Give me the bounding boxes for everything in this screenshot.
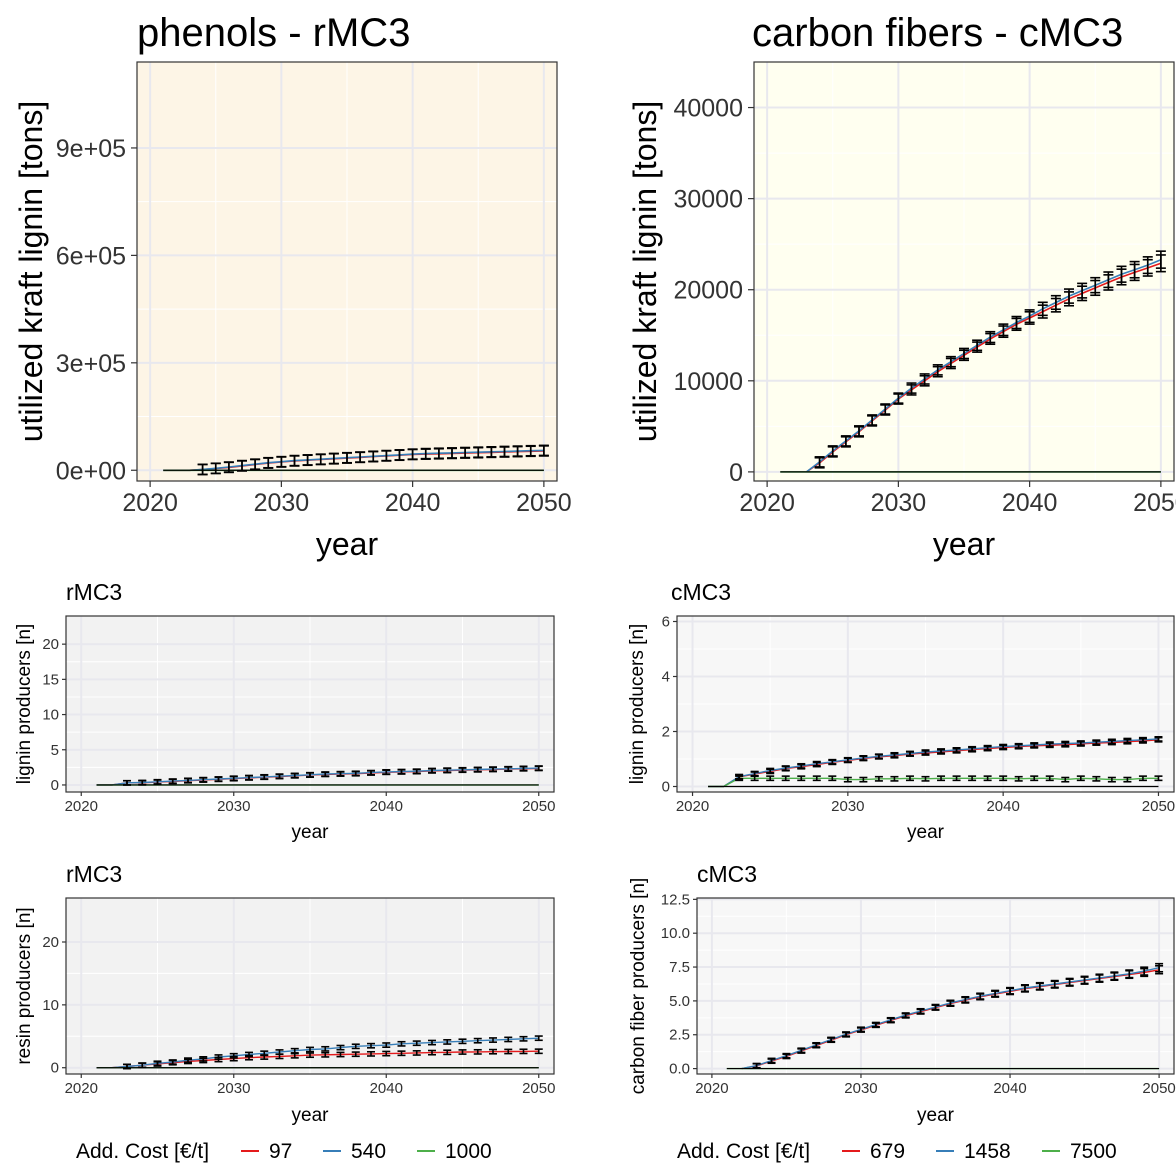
series-line-7500 (708, 777, 1159, 788)
x-tick-label: 2030 (831, 798, 864, 815)
chart-title: carbon fibers - cMC3 (752, 11, 1123, 55)
x-tick-label: 2040 (370, 798, 403, 815)
y-axis-title: carbon fiber producers [n] (628, 878, 649, 1095)
legend-label-679: 679 (870, 1140, 905, 1163)
legend-label-97: 97 (269, 1140, 292, 1163)
x-tick-label: 2050 (1142, 1080, 1175, 1097)
y-tick-label: 20 (42, 636, 59, 653)
x-tick-label: 2040 (986, 798, 1019, 815)
chart-title: rMC3 (66, 861, 122, 887)
series-line-1458 (708, 738, 1159, 788)
y-tick-label: 20000 (673, 277, 743, 305)
x-tick-label: 2020 (739, 489, 795, 517)
y-tick-label: 12.5 (661, 891, 690, 908)
x-tick-label: 2030 (871, 489, 927, 517)
y-axis-title: utilized kraft lignin [tons] (13, 101, 49, 443)
y-tick-label: 0 (51, 777, 59, 794)
x-tick-label: 2020 (122, 489, 178, 517)
x-tick-label: 2040 (385, 489, 441, 517)
chart-title: phenols - rMC3 (137, 11, 410, 55)
x-axis-title: year (933, 526, 996, 562)
x-tick-label: 2050 (522, 798, 555, 815)
x-tick-label: 2050 (516, 489, 572, 517)
y-tick-label: 5.0 (669, 993, 690, 1010)
x-tick-label: 2030 (254, 489, 310, 517)
chart-panel-2: 2020 2030 2040 2050 0 10000 20000 30000 40000 car… (627, 11, 1176, 562)
x-tick-label: 2020 (65, 798, 98, 815)
x-axis-title: year (292, 1105, 330, 1126)
y-tick-label: 15 (42, 671, 59, 688)
x-tick-label: 2030 (844, 1080, 877, 1097)
y-tick-label: 0.0 (669, 1061, 690, 1078)
plot-frame (65, 897, 555, 1075)
x-tick-label: 2020 (65, 1080, 98, 1097)
x-axis-title: year (316, 526, 379, 562)
y-tick-label: 40000 (673, 95, 743, 123)
x-tick-label: 2040 (1002, 489, 1058, 517)
plot-frame (136, 61, 558, 482)
series-line-1458 (806, 258, 1162, 473)
x-tick-label: 2020 (676, 798, 709, 815)
y-tick-label: 10 (42, 707, 59, 724)
chart-title: cMC3 (697, 861, 757, 887)
y-tick-label: 3e+05 (56, 350, 126, 378)
x-axis-title: year (917, 1105, 955, 1126)
legend-label-1458: 1458 (964, 1140, 1011, 1163)
y-tick-label: 0 (729, 459, 743, 487)
x-tick-label: 2050 (1133, 489, 1176, 517)
plot-frame (676, 615, 1175, 793)
x-tick-label: 2020 (695, 1080, 728, 1097)
series-line-540 (163, 449, 544, 472)
y-tick-label: 0e+00 (56, 457, 126, 485)
chart-title: cMC3 (671, 579, 731, 605)
y-axis-title: lignin producers [n] (627, 624, 648, 785)
chart-panel-5: 2020 2030 2040 2050 0 10 20 rMC3 year resin produ… (14, 861, 555, 1126)
series-line-540 (96, 767, 539, 786)
y-tick-label: 4 (662, 669, 670, 686)
x-tick-label: 2030 (217, 1080, 250, 1097)
y-tick-label: 20 (42, 934, 59, 951)
series-line-540 (96, 1037, 539, 1069)
y-tick-label: 0 (51, 1060, 59, 1077)
y-axis-title: lignin producers [n] (14, 624, 35, 785)
y-tick-label: 6e+05 (56, 242, 126, 270)
chart-panel-3: 2020 2030 2040 2050 0 5 10 15 20 rMC3 year lignin p… (14, 579, 555, 843)
y-axis-title: resin producers [n] (14, 907, 35, 1064)
x-tick-label: 2050 (522, 1080, 555, 1097)
y-tick-label: 9e+05 (56, 135, 126, 163)
legend-label-7500: 7500 (1070, 1140, 1117, 1163)
y-tick-label: 0 (662, 779, 670, 796)
x-axis-title: year (292, 822, 330, 843)
y-tick-label: 10.0 (661, 925, 690, 942)
legend-label-540: 540 (351, 1140, 386, 1163)
y-tick-label: 5 (51, 742, 59, 759)
y-tick-label: 10 (42, 997, 59, 1014)
y-tick-label: 2 (662, 724, 670, 741)
x-tick-label: 2030 (217, 798, 250, 815)
chart-panel-6: 2020 2030 2040 2050 0.0 2.5 5.0 7.5 10.0 12.5 cMC3… (628, 861, 1176, 1126)
legend-title: Add. Cost [€/t] (76, 1140, 209, 1163)
legend-1: Add. Cost [€/t] 97 540 1000 (76, 1140, 492, 1163)
plot-frame (753, 61, 1175, 482)
y-tick-label: 2.5 (669, 1027, 690, 1044)
legend-title: Add. Cost [€/t] (677, 1140, 810, 1163)
legend-2: Add. Cost [€/t] 679 1458 7500 (677, 1140, 1117, 1163)
x-tick-label: 2050 (1142, 798, 1175, 815)
y-tick-label: 30000 (673, 186, 743, 214)
y-tick-label: 7.5 (669, 959, 690, 976)
x-tick-label: 2040 (370, 1080, 403, 1097)
x-tick-label: 2040 (993, 1080, 1026, 1097)
plot-frame (65, 615, 555, 793)
x-axis-title: year (907, 822, 945, 843)
plot-frame (696, 897, 1175, 1075)
y-axis-title: utilized kraft lignin [tons] (627, 101, 663, 443)
y-tick-label: 6 (662, 614, 670, 631)
chart-title: rMC3 (66, 579, 122, 605)
chart-panel-1: 2020 2030 2040 2050 0e+00 3e+05 6e+05 9e+05 phen… (13, 11, 572, 562)
y-tick-label: 10000 (673, 368, 743, 396)
legend-label-1000: 1000 (445, 1140, 492, 1163)
